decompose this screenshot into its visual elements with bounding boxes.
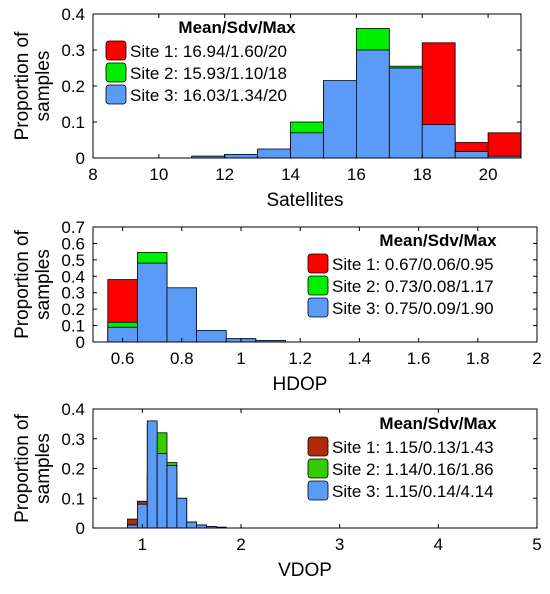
y-tick-label: 0.4 — [61, 267, 85, 286]
histogram-bar — [196, 330, 227, 343]
histogram-bar — [323, 80, 357, 159]
legend-entry: Site 2: 15.93/1.10/18 — [130, 64, 287, 83]
x-tick-label: 1.6 — [407, 349, 431, 368]
y-tick-label: 0.1 — [61, 489, 85, 508]
legend-swatch — [307, 253, 329, 274]
legend-title: Mean/Sdv/Max — [379, 231, 497, 250]
histogram-bar — [421, 124, 456, 159]
legend-swatch — [307, 480, 329, 501]
chart-panel-2: 0.6 0.8 1 1.2 1.4 1.6 1.8 200.10.20.30.40.50.60… — [12, 218, 542, 395]
y-tick-label: 0 — [76, 333, 85, 352]
legend-entry: Site 2: 0.73/0.08/1.17 — [332, 277, 494, 296]
x-tick-label: 1.8 — [466, 349, 490, 368]
y-tick-label: 0.4 — [61, 400, 85, 419]
histogram-bar — [146, 420, 158, 529]
x-tick-label: 4 — [434, 535, 443, 554]
x-tick-label: 8 — [88, 165, 97, 184]
histogram-bar — [166, 287, 198, 343]
legend-title: Mean/Sdv/Max — [178, 18, 296, 37]
legend-swatch — [307, 458, 329, 479]
y-tick-label: 0.3 — [61, 284, 85, 303]
y-tick-label: 0.1 — [61, 113, 85, 132]
x-tick-label: 0.6 — [111, 349, 135, 368]
x-tick-label: 5 — [532, 535, 541, 554]
histogram-bar — [176, 497, 188, 529]
y-tick-label: 0.6 — [61, 234, 85, 253]
histogram-bar — [257, 148, 291, 159]
x-axis-label: HDOP — [273, 374, 328, 395]
y-tick-label: 0.4 — [61, 5, 85, 24]
y-tick-label: 0.2 — [61, 300, 85, 319]
x-tick-label: 2 — [532, 349, 541, 368]
y-tick-label: 0 — [76, 149, 85, 168]
histogram-bar — [156, 453, 168, 529]
histogram-bar — [355, 49, 390, 159]
legend-entry: Site 3: 16.03/1.34/20 — [130, 86, 287, 105]
y-tick-label: 0.3 — [61, 430, 85, 449]
histogram-bar — [454, 151, 489, 159]
axes-frame — [92, 226, 538, 343]
x-axis-label: Satellites — [266, 190, 343, 211]
legend-entry: Site 3: 0.75/0.09/1.90 — [332, 299, 494, 318]
x-tick-label: 18 — [413, 165, 432, 184]
histogram-bar — [388, 67, 423, 159]
y-tick-label: 0.7 — [61, 218, 85, 237]
x-tick-label: 2 — [236, 535, 245, 554]
x-tick-label: 1 — [236, 349, 245, 368]
chart-panel-3: 1 2 3 4 5 0 0.1 0.2 0.3 0.4 VDOP Proportion ofsampl… — [12, 400, 542, 581]
legend-swatch — [105, 84, 127, 105]
y-tick-label: 0 — [76, 519, 85, 538]
histogram-bar — [487, 132, 522, 159]
x-tick-label: 1 — [138, 535, 147, 554]
legend-entry: Site 1: 1.15/0.13/1.43 — [332, 438, 494, 457]
y-axis-label: Proportion ofsamples — [12, 229, 54, 339]
y-tick-label: 0.1 — [61, 317, 85, 336]
legend-swatch — [105, 62, 127, 83]
x-tick-label: 20 — [479, 165, 498, 184]
x-tick-label: 16 — [347, 165, 366, 184]
x-tick-label: 3 — [335, 535, 344, 554]
histogram-bar — [290, 132, 324, 159]
legend-swatch — [307, 436, 329, 457]
histogram-bar — [224, 153, 259, 159]
legend-entry: Site 1: 0.67/0.06/0.95 — [332, 255, 494, 274]
y-tick-label: 0.5 — [61, 251, 85, 270]
y-tick-label: 0.2 — [61, 460, 85, 479]
histogram-bar — [166, 465, 178, 529]
y-tick-label: 0.2 — [61, 77, 85, 96]
y-axis-label: Proportion ofsamples — [12, 413, 54, 523]
legend-swatch — [105, 40, 127, 61]
x-axis-label: VDOP — [278, 560, 332, 581]
histogram-bar — [136, 262, 168, 343]
legend-swatch — [307, 297, 329, 318]
histogram-bar — [186, 521, 198, 529]
x-tick-label: 1.4 — [348, 349, 372, 368]
y-axis-label: Proportion ofsamples — [12, 31, 54, 141]
x-tick-label: 14 — [281, 165, 300, 184]
legend-entry: Site 1: 16.94/1.60/20 — [130, 42, 287, 61]
x-tick-label: 0.8 — [170, 349, 194, 368]
legend-entry: Site 3: 1.15/0.14/4.14 — [332, 482, 494, 501]
legend-title: Mean/Sdv/Max — [379, 414, 497, 433]
legend-entry: Site 2: 1.14/0.16/1.86 — [332, 460, 494, 479]
x-tick-label: 1.2 — [288, 349, 312, 368]
x-tick-label: 10 — [149, 165, 168, 184]
y-tick-label: 0.3 — [61, 41, 85, 60]
legend-swatch — [307, 275, 329, 296]
x-tick-label: 12 — [215, 165, 234, 184]
chart-panel-1: 8 10 12 14 16 18 20 0 0.1 0.2 0.3 0.4 Satellites Prop… — [12, 5, 522, 211]
